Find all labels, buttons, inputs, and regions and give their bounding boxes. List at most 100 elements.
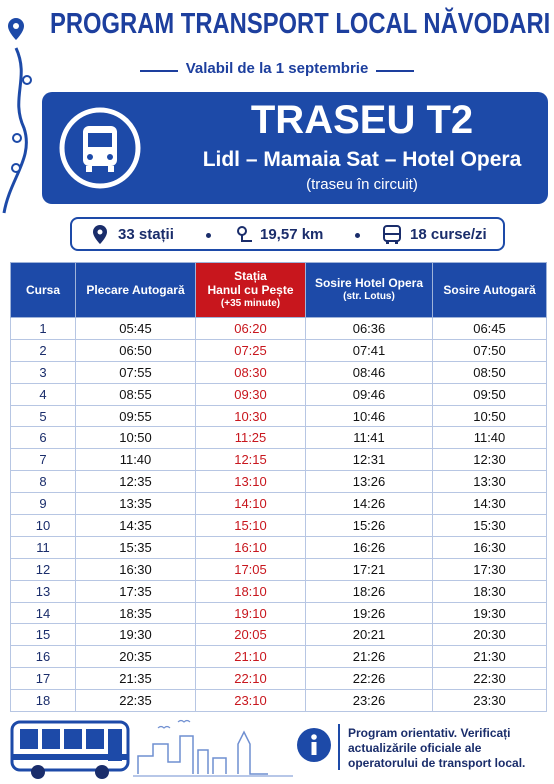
table-cell: 15:35 (75, 535, 196, 559)
table-cell: 19:26 (305, 601, 433, 625)
table-cell: 07:25 (195, 338, 306, 362)
table-cell: 12:35 (75, 470, 196, 494)
table-cell: 16 (10, 645, 76, 669)
table-cell: 17:35 (75, 579, 196, 603)
table-cell: 05:45 (75, 317, 196, 340)
header-row: Cursa Plecare Autogară Stația Hanul cu Peșt… (10, 262, 547, 318)
table-cell: 21:35 (75, 667, 196, 691)
title: PROGRAM TRANSPORT LOCAL NĂVODARI (50, 8, 551, 40)
table-cell: 16:30 (432, 535, 547, 559)
route-name: TRASEU T2 (250, 98, 474, 142)
table-cell: 10:30 (195, 404, 306, 428)
table-cell: 11:40 (432, 426, 547, 450)
table-row: 8 12:35 13:10 13:26 13:30 (10, 470, 547, 494)
table-cell: 14:30 (432, 492, 547, 516)
table-row: 10 14:35 15:10 15:26 15:30 (10, 514, 547, 537)
table-cell: 15:26 (305, 514, 433, 537)
table-cell: 17 (10, 667, 76, 691)
table-cell: 08:55 (75, 382, 196, 406)
table-row: 14 18:35 19:10 19:26 19:30 (10, 601, 547, 625)
bus-icon (59, 107, 141, 189)
table-cell: 07:50 (432, 338, 547, 362)
table-cell: 12:30 (432, 448, 547, 472)
table-cell: 07:55 (75, 360, 196, 384)
table-cell: 12:31 (305, 448, 433, 472)
table-cell: 10:50 (75, 426, 196, 450)
bus-small-icon (383, 225, 401, 244)
table-cell: 8 (10, 470, 76, 494)
table-row: 7 11:40 12:15 12:31 12:30 (10, 448, 547, 472)
table-cell: 16:26 (305, 535, 433, 559)
table-cell: 20:21 (305, 623, 433, 647)
table-cell: 12:15 (195, 448, 306, 472)
table-cell: 11:41 (305, 426, 433, 450)
table-row: 11 15:35 16:10 16:26 16:30 (10, 535, 547, 559)
table-cell: 2 (10, 338, 76, 362)
table-cell: 09:50 (432, 382, 547, 406)
table-cell: 23:10 (195, 689, 306, 713)
table-cell: 5 (10, 404, 76, 428)
table-cell: 15:10 (195, 514, 306, 537)
table-cell: 09:46 (305, 382, 433, 406)
header-text: Plecare Autogară (86, 283, 185, 297)
table-cell: 22:10 (195, 667, 306, 691)
table-cell: 14 (10, 601, 76, 625)
table-row: 17 21:35 22:10 22:26 22:30 (10, 667, 547, 691)
header-text: (+35 minute) (220, 298, 281, 309)
header-text: Hanul cu Pește (207, 283, 294, 297)
footer-note: Program orientativ. Verificați actualiză… (348, 726, 526, 770)
table-cell: 08:30 (195, 360, 306, 384)
table-cell: 10 (10, 514, 76, 537)
table-row: 12 16:30 17:05 17:21 17:30 (10, 557, 547, 581)
table-cell: 11:25 (195, 426, 306, 450)
footer-illustration (10, 719, 293, 779)
column-header: Cursa (10, 262, 76, 318)
table-cell: 23:30 (432, 689, 547, 713)
table-cell: 23:26 (305, 689, 433, 713)
table-cell: 06:36 (305, 317, 433, 340)
table-row: 6 10:50 11:25 11:41 11:40 (10, 426, 547, 450)
table-cell: 06:50 (75, 338, 196, 362)
table-cell: 4 (10, 382, 76, 406)
divider (140, 70, 178, 72)
table-cell: 13:30 (432, 470, 547, 494)
table-cell: 21:10 (195, 645, 306, 669)
table-cell: 14:26 (305, 492, 433, 516)
table-cell: 14:35 (75, 514, 196, 537)
distance: 19,57 km (260, 226, 324, 243)
info-bar: 33 stații 19,57 km 18 curse/zi (70, 217, 505, 251)
info-icon (297, 728, 331, 762)
table-cell: 22:30 (432, 667, 547, 691)
route-path: Lidl – Mamaia Sat – Hotel Opera (202, 148, 522, 171)
divider (376, 70, 414, 72)
header-text: (str. Lotus) (343, 291, 395, 302)
table-row: 16 20:35 21:10 21:26 21:30 (10, 645, 547, 669)
table-row: 13 17:35 18:10 18:26 18:30 (10, 579, 547, 603)
table-row: 2 06:50 07:25 07:41 07:50 (10, 338, 547, 362)
table-cell: 22:35 (75, 689, 196, 713)
table-row: 4 08:55 09:30 09:46 09:50 (10, 382, 547, 406)
table-cell: 07:41 (305, 338, 433, 362)
table-cell: 10:46 (305, 404, 433, 428)
table-cell: 16:10 (195, 535, 306, 559)
table-cell: 08:46 (305, 360, 433, 384)
schedule-table: Cursa Plecare Autogară Stația Hanul cu Peșt… (10, 262, 547, 713)
table-row: 5 09:55 10:30 10:46 10:50 (10, 404, 547, 428)
table-cell: 09:55 (75, 404, 196, 428)
table-cell: 9 (10, 492, 76, 516)
table-cell: 15:30 (432, 514, 547, 537)
table-cell: 17:21 (305, 557, 433, 581)
divider (338, 724, 340, 770)
column-header: Sosire Hotel Opera (str. Lotus) (305, 262, 433, 318)
table-cell: 09:30 (195, 382, 306, 406)
table-row: 9 13:35 14:10 14:26 14:30 (10, 492, 547, 516)
table-cell: 16:30 (75, 557, 196, 581)
table-cell: 15 (10, 623, 76, 647)
table-cell: 06:45 (432, 317, 547, 340)
table-cell: 7 (10, 448, 76, 472)
table-cell: 06:20 (195, 317, 306, 340)
table-cell: 11 (10, 535, 76, 559)
table-cell: 18 (10, 689, 76, 713)
table-cell: 20:30 (432, 623, 547, 647)
